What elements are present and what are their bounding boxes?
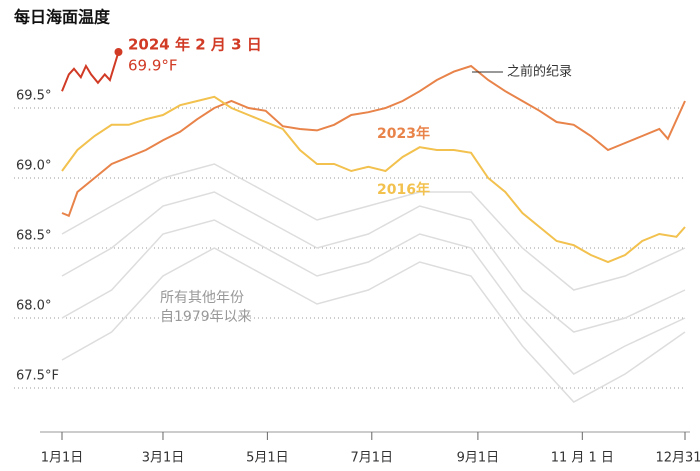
x-tick-label: 11 月 1 日 [551, 451, 614, 466]
series-label: 2024 年 2 月 3 日 [128, 36, 262, 54]
value-label: 69.9°F [128, 57, 178, 75]
y-tick-label: 68.0° [16, 299, 51, 314]
x-tick-label: 12月31日 [655, 451, 700, 466]
series-line [61, 64, 686, 218]
x-tick-label: 1月1日 [41, 451, 84, 466]
series-line [61, 95, 686, 264]
annotation: 之前的纪录 [507, 64, 572, 80]
series-label: 2016年 [377, 181, 430, 198]
end-dot [114, 48, 123, 56]
annotation: 自1979年以来 [160, 309, 252, 325]
chart-title: 每日海面温度 [14, 8, 111, 27]
series-line [61, 51, 120, 92]
y-tick-label: 69.5° [16, 89, 51, 104]
background-line [61, 219, 686, 375]
x-tick-label: 5月1日 [246, 451, 289, 466]
y-tick-label: 69.0° [16, 159, 51, 174]
background-line [61, 247, 686, 403]
x-tick-label: 9月1日 [457, 451, 500, 466]
y-tick-label: 68.5° [16, 229, 51, 244]
x-tick-label: 3月1日 [142, 451, 185, 466]
y-tick-label: 67.5°F [16, 369, 59, 384]
annotation: 所有其他年份 [160, 290, 244, 306]
background-line [61, 163, 686, 291]
x-tick-label: 7月1日 [351, 451, 394, 466]
background-line [61, 191, 686, 333]
series-label: 2023年 [377, 125, 430, 142]
